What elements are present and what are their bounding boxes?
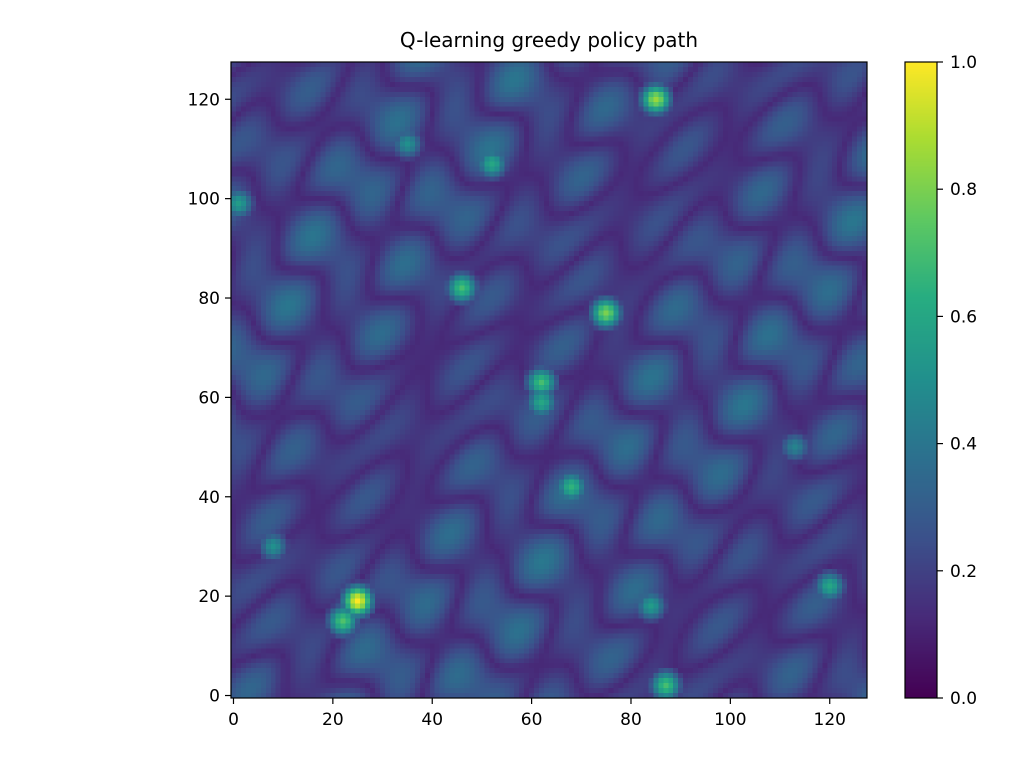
- x-tick-label: 40: [421, 710, 443, 730]
- colorbar-tick-label: 0.6: [950, 307, 977, 327]
- colorbar-tick-label: 0.0: [950, 689, 977, 709]
- y-tick-label: 0: [209, 687, 220, 707]
- x-tick-label: 120: [814, 710, 846, 730]
- x-tick-label: 0: [228, 710, 239, 730]
- y-axis: 0 20 40 60 80 100 120: [188, 90, 231, 707]
- heatmap-image: [231, 62, 867, 698]
- colorbar-tick-label: 0.4: [950, 435, 977, 455]
- colorbar-tick-label: 0.8: [950, 180, 977, 200]
- x-axis: 0 20 40 60 80 100 120: [228, 698, 846, 730]
- y-tick-label: 120: [188, 90, 220, 110]
- heatmap-area: [230, 61, 868, 699]
- y-tick-label: 60: [198, 388, 220, 408]
- colorbar-ticks: 0.0 0.2 0.4 0.6 0.8 1.0: [937, 53, 977, 709]
- y-tick-label: 100: [188, 190, 220, 210]
- colorbar-tick-label: 1.0: [950, 53, 977, 73]
- y-tick-label: 20: [198, 587, 220, 607]
- x-tick-label: 60: [521, 710, 543, 730]
- x-tick-label: 20: [322, 710, 344, 730]
- y-tick-label: 80: [198, 289, 220, 309]
- plot-frame: [230, 61, 868, 699]
- colorbar: 0.0 0.2 0.4 0.6 0.8 1.0: [904, 53, 977, 709]
- colorbar-frame: [904, 61, 938, 699]
- x-tick-label: 100: [714, 710, 746, 730]
- x-tick-label: 80: [620, 710, 642, 730]
- chart-title: Q-learning greedy policy path: [400, 28, 698, 52]
- colorbar-tick-label: 0.2: [950, 562, 977, 582]
- y-tick-label: 40: [198, 488, 220, 508]
- colorbar-gradient: [905, 62, 937, 698]
